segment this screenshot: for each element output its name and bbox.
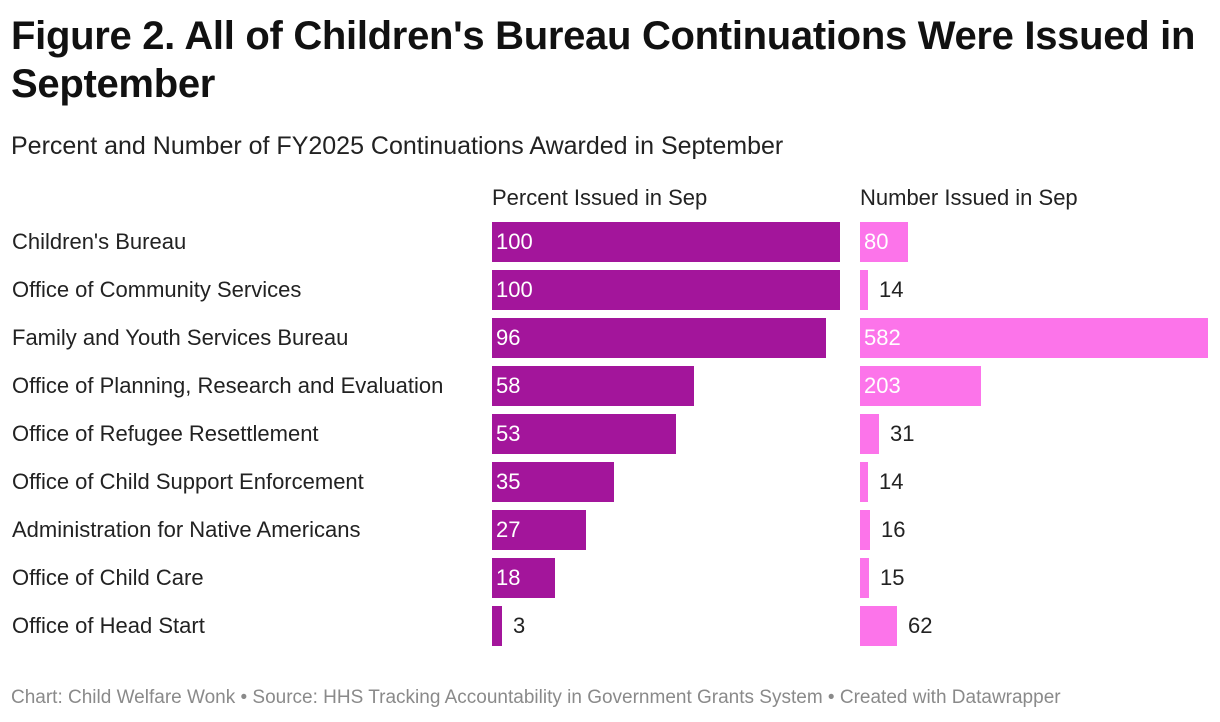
category-label: Office of Community Services: [12, 277, 302, 302]
percent-value-label: 58: [496, 373, 521, 398]
number-bar: [860, 558, 869, 598]
percent-column-header: Percent Issued in Sep: [492, 185, 708, 210]
percent-bar: [492, 270, 840, 310]
number-value-label: 31: [890, 421, 915, 446]
category-label: Family and Youth Services Bureau: [12, 325, 349, 350]
category-label: Office of Refugee Resettlement: [12, 421, 319, 446]
number-value-label: 15: [880, 565, 905, 590]
category-label: Office of Head Start: [12, 613, 205, 638]
category-label: Office of Child Care: [12, 565, 204, 590]
percent-bar: [492, 510, 586, 550]
chart-title: Figure 2. All of Children's Bureau Conti…: [11, 14, 1196, 106]
percent-bar: [492, 606, 502, 646]
category-label: Office of Planning, Research and Evaluat…: [12, 373, 444, 398]
category-label: Office of Child Support Enforcement: [12, 469, 364, 494]
number-bar: [860, 366, 981, 406]
percent-bar: [492, 558, 555, 598]
number-bar: [860, 462, 868, 502]
number-value-label: 582: [864, 325, 901, 350]
percent-value-label: 3: [513, 613, 526, 638]
number-value-label: 14: [879, 277, 904, 302]
number-bar: [860, 510, 870, 550]
percent-bar: [492, 222, 840, 262]
number-bar: [860, 414, 879, 454]
category-label: Administration for Native Americans: [12, 517, 361, 542]
number-value-label: 14: [879, 469, 904, 494]
number-bar: [860, 222, 908, 262]
number-value-label: 16: [881, 517, 906, 542]
chart-footer: Chart: Child Welfare Wonk • Source: HHS …: [11, 687, 1061, 708]
percent-value-label: 100: [496, 229, 533, 254]
number-bar: [860, 606, 897, 646]
number-column-header: Number Issued in Sep: [860, 185, 1078, 210]
percent-value-label: 96: [496, 325, 521, 350]
percent-bar: [492, 462, 614, 502]
category-label: Children's Bureau: [12, 229, 187, 254]
percent-value-label: 35: [496, 469, 521, 494]
percent-bar: [492, 366, 694, 406]
percent-value-label: 53: [496, 421, 521, 446]
percent-value-label: 27: [496, 517, 521, 542]
number-value-label: 62: [908, 613, 933, 638]
percent-bar: [492, 414, 676, 454]
number-bar: [860, 270, 868, 310]
chart-subtitle: Percent and Number of FY2025 Continuatio…: [11, 132, 784, 160]
percent-value-label: 100: [496, 277, 533, 302]
number-value-label: 203: [864, 373, 901, 398]
percent-bar: [492, 318, 826, 358]
percent-value-label: 18: [496, 565, 521, 590]
number-bar: [860, 318, 1208, 358]
number-value-label: 80: [864, 229, 889, 254]
